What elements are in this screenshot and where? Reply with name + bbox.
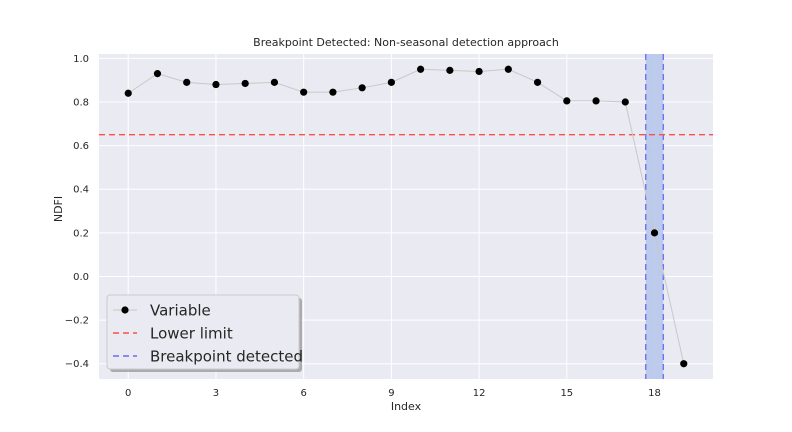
y-tick-label: −0.2 — [65, 316, 89, 327]
data-point — [417, 65, 425, 73]
data-point — [533, 78, 542, 86]
data-point — [446, 66, 454, 74]
x-tick-labels: 0 3 6 9 12 15 18 — [125, 388, 661, 399]
data-point — [563, 97, 571, 105]
y-tick-label: 0.2 — [73, 228, 89, 239]
x-tick-label: 9 — [388, 388, 394, 399]
y-tick-label: 0.6 — [73, 141, 89, 152]
data-point — [592, 97, 600, 105]
x-tick-label: 3 — [213, 388, 219, 399]
y-tick-label: 0.4 — [73, 185, 89, 196]
data-point — [504, 65, 512, 73]
legend-box — [106, 294, 300, 370]
x-tick-label: 12 — [473, 388, 486, 399]
y-tick-labels: 1.0 0.8 0.6 0.4 0.2 0.0 −0.2 −0.4 — [65, 54, 89, 370]
y-axis-label: NDFI — [52, 196, 65, 222]
legend-label-breakpoint: Breakpoint detected — [150, 348, 303, 366]
legend-label-variable: Variable — [150, 302, 211, 320]
breakpoint-band — [645, 54, 664, 379]
x-tick-label: 15 — [560, 388, 573, 399]
y-tick-label: −0.4 — [65, 359, 89, 370]
breakpoint-layer — [645, 54, 664, 379]
legend-label-lower-limit: Lower limit — [150, 325, 233, 343]
series-line — [127, 68, 685, 364]
data-point — [241, 79, 249, 88]
legend-variable-marker — [121, 306, 129, 314]
x-tick-label: 0 — [125, 388, 131, 399]
data-point — [153, 70, 162, 78]
y-tick-label: 0.8 — [73, 97, 89, 108]
data-point — [300, 88, 308, 96]
chart-title: Breakpoint Detected: Non-seasonal detect… — [253, 36, 559, 49]
legend: Variable Lower limit Breakpoint detected — [106, 294, 303, 372]
data-point — [270, 78, 279, 86]
y-tick-label: 0.0 — [73, 272, 89, 283]
data-point — [475, 67, 483, 76]
data-point — [387, 78, 395, 86]
data-point — [680, 360, 688, 368]
data-point — [183, 78, 191, 86]
data-point — [621, 98, 629, 106]
data-point — [329, 88, 337, 96]
series-layer — [124, 65, 688, 368]
x-tick-label: 18 — [648, 388, 661, 399]
x-axis-label: Index — [391, 400, 422, 413]
data-point — [212, 80, 220, 89]
x-tick-label: 6 — [300, 388, 306, 399]
data-point — [124, 89, 132, 97]
data-point — [650, 229, 659, 237]
data-point — [358, 84, 366, 92]
y-tick-label: 1.0 — [73, 54, 89, 65]
